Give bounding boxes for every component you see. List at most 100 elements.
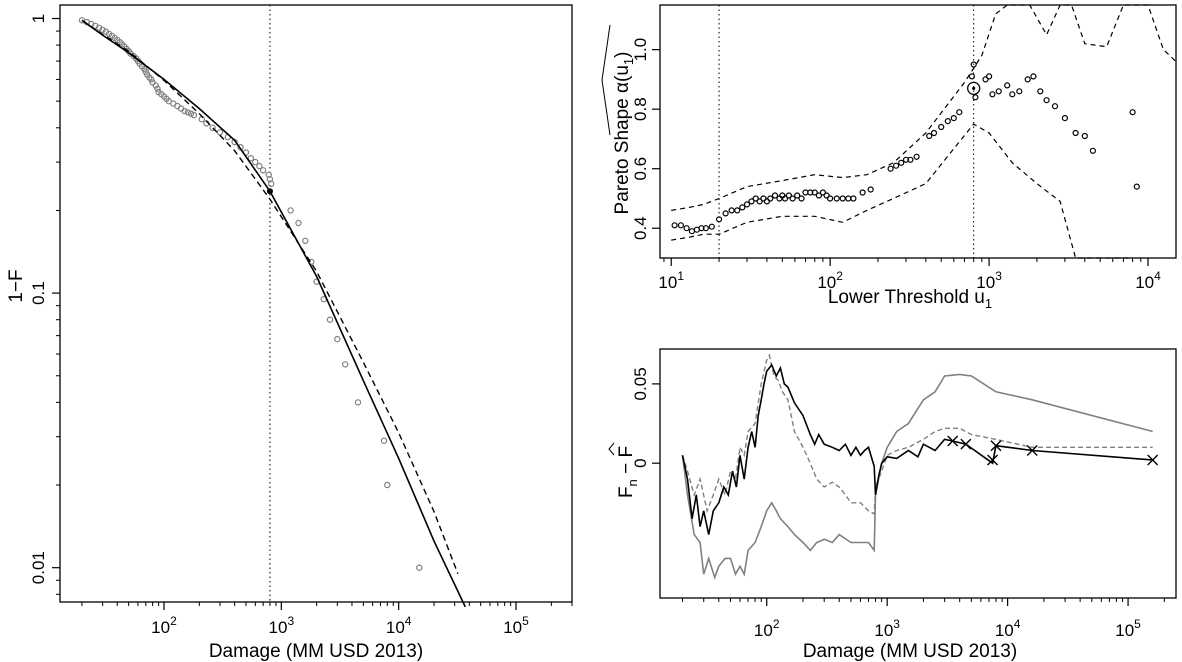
empirical-point: [416, 564, 423, 571]
x-ticks: 102 103 104 105: [682, 598, 1165, 640]
shape-point: [944, 117, 951, 125]
shape-point: [1004, 82, 1011, 89]
y-axis-label-sub: n: [625, 479, 640, 486]
y-axis-label-main: F: [616, 486, 637, 498]
x-tick-label: 102: [754, 617, 780, 640]
top-right-plot-frame: [659, 4, 1177, 259]
shape-point: [989, 91, 996, 98]
shape-point: [972, 94, 979, 101]
empirical-point: [247, 154, 255, 162]
y-axis-label: Pareto Shape α(u1): [601, 24, 636, 215]
x-ticks: 101 102 103 104: [658, 258, 1161, 292]
fitted-dashed-line: [81, 19, 459, 575]
shape-point: [683, 225, 690, 232]
x-tick-label: 104: [995, 617, 1021, 640]
shape-point: [938, 123, 945, 131]
y-axis-label-close: ): [612, 52, 633, 58]
empirical-point: [380, 437, 388, 444]
shape-point: [722, 210, 729, 217]
empirical-point: [154, 85, 161, 92]
y-axis-label-sub: 1: [621, 58, 636, 65]
empirical-point: [326, 316, 334, 323]
x-marker: [990, 440, 1002, 452]
shape-point: [985, 73, 993, 80]
x-markers: [947, 435, 1159, 466]
bottom-right-plot-frame: [659, 348, 1177, 599]
x-tick-label: 105: [503, 614, 529, 637]
y-tick-label: 1.0: [631, 38, 650, 62]
shape-point: [982, 76, 989, 83]
shape-point: [839, 195, 846, 202]
x-marker: [1147, 454, 1159, 466]
ci-lower-line: [671, 123, 1133, 259]
x-marker: [987, 454, 999, 466]
shape-point: [811, 189, 818, 196]
y-tick-label: 0.05: [631, 367, 650, 400]
y-tick-label: 0.01: [29, 551, 48, 584]
y-axis-label-main: Pareto Shape α(u: [612, 65, 633, 214]
shape-point: [728, 207, 735, 214]
shape-point: [702, 225, 709, 232]
empirical-point: [190, 111, 198, 119]
shape-point: [833, 195, 840, 202]
difference-lines: [681, 353, 1153, 580]
shape-point: [850, 195, 857, 202]
shape-point: [826, 195, 834, 202]
shape-estimate-points: [671, 61, 1140, 235]
y-axis-label: Fn − F: [608, 442, 640, 498]
shape-point: [950, 114, 957, 122]
shape-point: [739, 204, 746, 211]
shape-point: [752, 195, 759, 202]
shape-point: [913, 153, 920, 160]
x-tick-label: 104: [1135, 269, 1161, 292]
y-tick-label: 0.4: [631, 216, 650, 240]
shape-point: [688, 228, 696, 235]
shape-point: [1037, 88, 1044, 95]
y-axis-label: 1−F: [6, 269, 27, 302]
empirical-point: [209, 124, 216, 132]
shape-point: [1009, 91, 1016, 98]
shape-point: [823, 192, 830, 199]
x-marker: [960, 438, 972, 450]
x-tick-label: 102: [817, 269, 843, 292]
y-axis-label-rest: − F: [616, 446, 637, 479]
series-line-gray-dashed: [681, 353, 1153, 516]
y-tick-label: 0.8: [631, 97, 650, 121]
highlight-dot: [972, 86, 976, 90]
shape-point: [715, 216, 723, 223]
shape-point: [785, 192, 793, 199]
empirical-point: [184, 109, 192, 116]
shape-point: [968, 73, 976, 80]
empirical-point: [287, 207, 294, 214]
shape-point: [1016, 88, 1023, 95]
shape-point: [819, 189, 827, 196]
empirical-point: [216, 129, 224, 136]
empirical-point: [99, 26, 106, 33]
x-tick-label: 102: [151, 614, 177, 637]
shape-point: [1024, 76, 1031, 83]
shape-point: [789, 195, 796, 202]
svg-text:Pareto Shape α(u1): Pareto Shape α(u1): [612, 52, 636, 215]
shape-point: [1129, 109, 1136, 116]
x-axis-label: Damage (MM USD 2013): [803, 641, 1017, 662]
series-line-gray-solid: [681, 373, 1153, 580]
shape-point: [815, 192, 823, 199]
y-tick-label: 1: [29, 14, 48, 23]
shape-point: [781, 195, 789, 202]
x-ticks: 102 103 104 105: [81, 602, 573, 637]
empirical-point: [148, 76, 155, 83]
shape-point: [771, 192, 779, 199]
x-marker: [947, 435, 959, 447]
x-tick-label: 104: [386, 614, 412, 637]
shape-point: [748, 198, 755, 205]
left-plot-frame: [59, 4, 573, 603]
x-tick-label: 103: [976, 269, 1002, 292]
shape-point: [845, 195, 852, 202]
empirical-point: [302, 237, 309, 244]
shape-point: [887, 165, 894, 172]
threshold-lines: [718, 5, 975, 258]
x-axis-label-main: Lower Threshold u: [828, 287, 985, 308]
shape-point: [892, 162, 900, 169]
y-tick-label: 0.6: [631, 157, 650, 181]
